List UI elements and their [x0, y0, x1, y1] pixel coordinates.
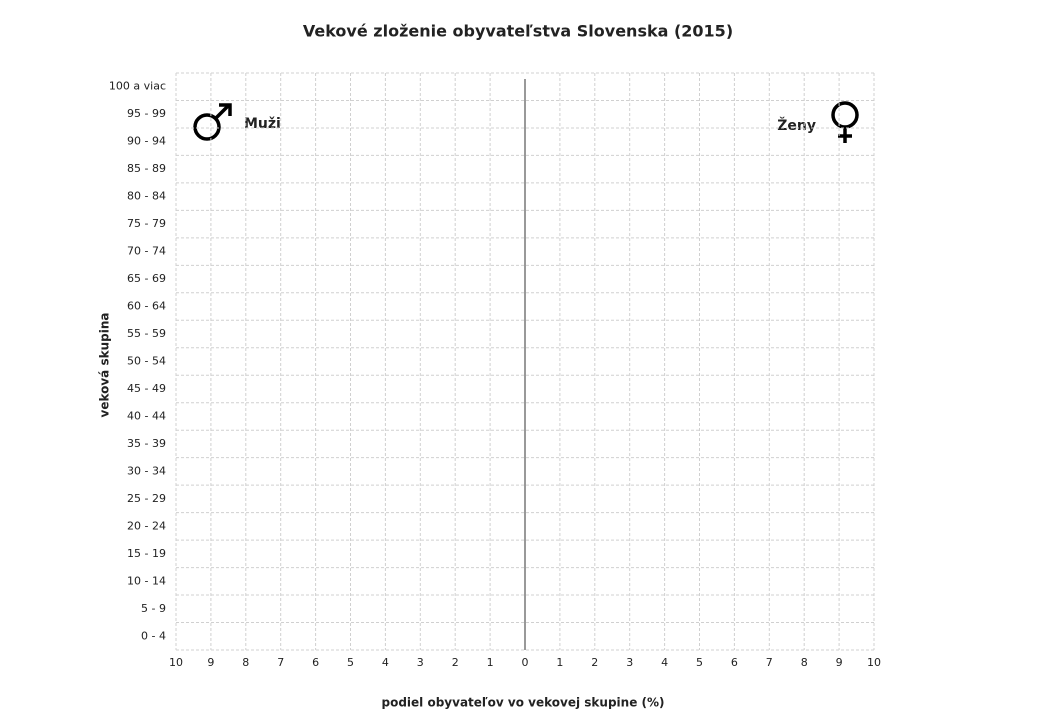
y-tick-label: 10 - 14	[127, 574, 166, 587]
x-tick-label: 6	[312, 656, 319, 669]
x-tick-label: 7	[766, 656, 773, 669]
x-tick-label: 0	[522, 656, 529, 669]
x-tick-label: 9	[836, 656, 843, 669]
x-tick-label: 6	[731, 656, 738, 669]
x-tick-label: 7	[277, 656, 284, 669]
x-tick-label: 10	[867, 656, 881, 669]
x-tick-label: 10	[169, 656, 183, 669]
legend-entry: Muži	[244, 116, 281, 132]
x-tick-label: 3	[626, 656, 633, 669]
y-tick-label: 70 - 74	[127, 245, 166, 258]
y-tick-label: 5 - 9	[141, 602, 166, 615]
y-tick-label: 25 - 29	[127, 492, 166, 505]
y-tick-label: 20 - 24	[127, 519, 166, 532]
y-tick-label: 85 - 89	[127, 162, 166, 175]
x-tick-label: 2	[452, 656, 459, 669]
x-tick-label: 4	[382, 656, 389, 669]
y-tick-label: 60 - 64	[127, 300, 166, 313]
x-tick-label: 8	[801, 656, 808, 669]
x-tick-label: 9	[207, 656, 214, 669]
legend-entry: Ženy	[777, 117, 816, 134]
chart-title: Vekové zloženie obyvateľstva Slovenska (…	[303, 22, 733, 41]
female-symbol	[831, 101, 859, 143]
x-axis-label: podiel obyvateľov vo vekovej skupine (%)	[382, 696, 665, 710]
y-tick-label: 30 - 34	[127, 464, 166, 477]
y-tick-label: 80 - 84	[127, 190, 166, 203]
x-tick-label: 2	[591, 656, 598, 669]
x-tick-label: 8	[242, 656, 249, 669]
y-tick-label: 45 - 49	[127, 382, 166, 395]
y-tick-label: 90 - 94	[127, 135, 166, 148]
y-tick-label: 100 a viac	[109, 80, 166, 93]
y-tick-label: 65 - 69	[127, 272, 166, 285]
y-tick-label: 55 - 59	[127, 327, 166, 340]
x-tick-label: 1	[556, 656, 563, 669]
x-tick-label: 4	[661, 656, 668, 669]
x-tick-label: 5	[347, 656, 354, 669]
x-tick-label: 5	[696, 656, 703, 669]
x-tick-label: 1	[487, 656, 494, 669]
y-tick-label: 95 - 99	[127, 107, 166, 120]
y-tick-label: 50 - 54	[127, 355, 166, 368]
y-tick-label: 0 - 4	[141, 629, 166, 642]
y-tick-label: 35 - 39	[127, 437, 166, 450]
y-tick-label: 40 - 44	[127, 409, 166, 422]
y-axis-label: veková skupina	[98, 313, 112, 418]
male-symbol	[193, 103, 232, 141]
x-tick-label: 3	[417, 656, 424, 669]
y-tick-label: 75 - 79	[127, 217, 166, 230]
y-tick-label: 15 - 19	[127, 547, 166, 560]
